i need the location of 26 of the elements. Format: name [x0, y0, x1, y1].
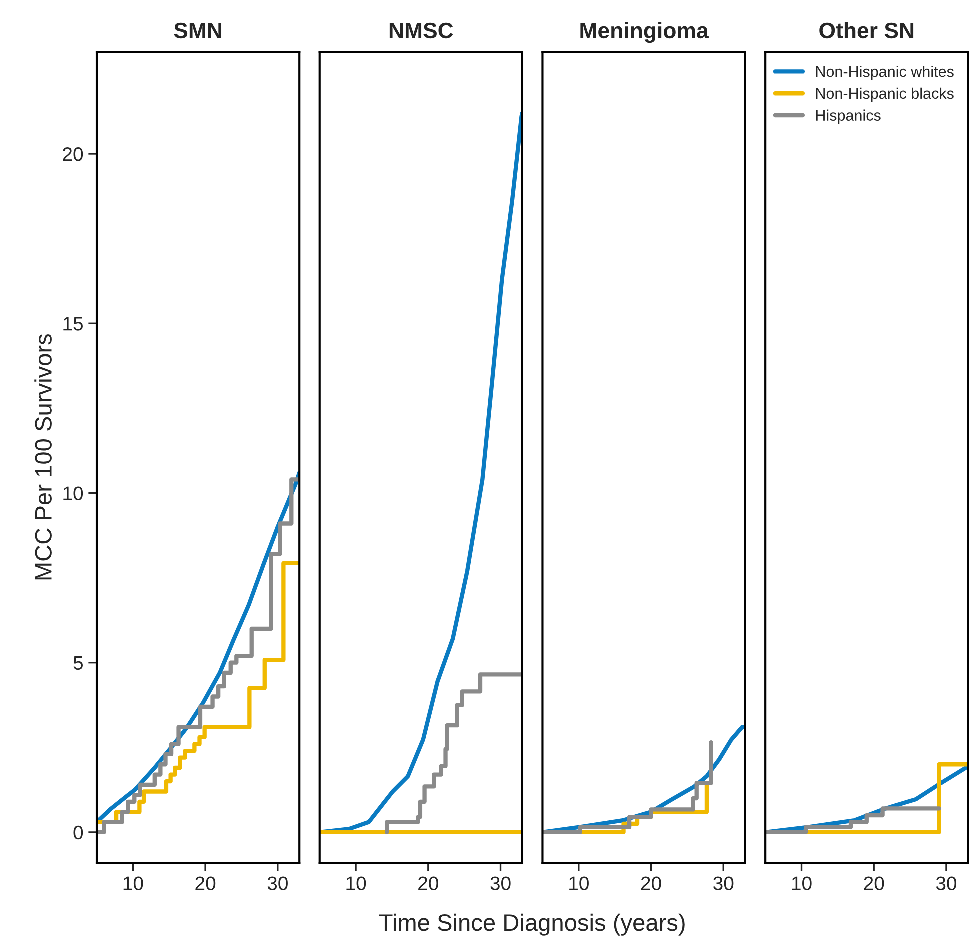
- chart-title: Meningioma: [580, 22, 709, 44]
- y-tick-label: 15: [64, 317, 84, 331]
- x-tick-label: 20: [864, 876, 884, 890]
- x-axis-title: Time Since Diagnosis (years): [379, 914, 685, 936]
- x-tick-label: 10: [570, 876, 589, 890]
- x-tick-label: 10: [346, 876, 366, 890]
- x-tick-label: 10: [124, 876, 144, 890]
- legend-label: Hispanics: [816, 110, 881, 124]
- x-tick-label: 10: [792, 876, 812, 890]
- chart-title: NMSC: [390, 22, 454, 39]
- x-tick-label: 20: [196, 876, 216, 890]
- legend-label: Non-Hispanic blacks: [816, 88, 954, 102]
- legend-label: Non-Hispanic whites: [816, 66, 954, 80]
- y-tick-label: 0: [74, 826, 84, 840]
- y-axis-title: MCC Per 100 Survivors: [34, 334, 52, 580]
- x-tick-label: 20: [418, 876, 438, 890]
- chart-title: SMN: [174, 22, 222, 39]
- y-tick-label: 5: [74, 656, 84, 670]
- chart-title: Other SN: [820, 22, 914, 39]
- x-tick-label: 30: [936, 876, 957, 890]
- x-tick-label: 30: [714, 876, 734, 890]
- x-tick-label: 20: [641, 876, 662, 890]
- y-tick-label: 10: [64, 486, 84, 500]
- x-tick-label: 30: [490, 876, 511, 890]
- y-tick-label: 20: [63, 147, 84, 162]
- x-tick-label: 30: [268, 876, 288, 890]
